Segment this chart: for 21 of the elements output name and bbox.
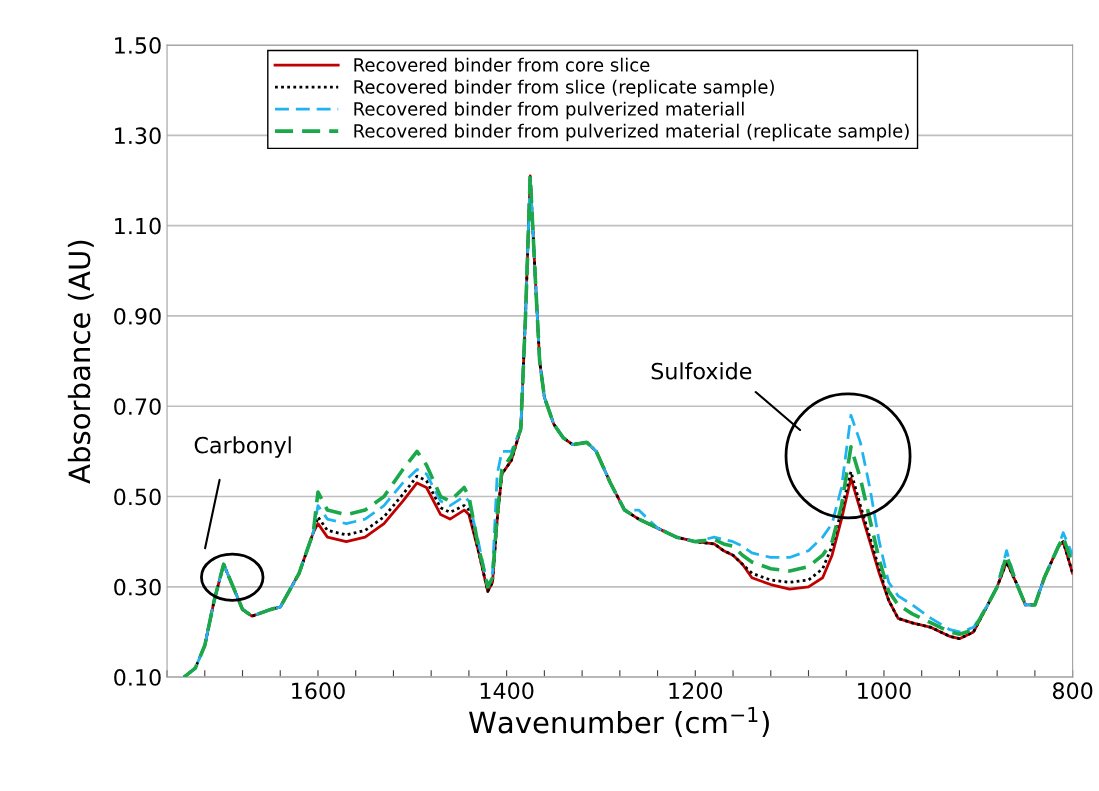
x-tick-label: 1600 (292, 682, 345, 700)
y-tick-label: 1.50 (115, 37, 161, 54)
y-tick-label: 0.90 (114, 307, 161, 325)
annotation: Sulfoxide (651, 362, 752, 380)
x-tick-label: 800 (1052, 682, 1093, 700)
y-tick-label: 1.10 (115, 217, 161, 235)
x-tick-label: 1200 (669, 682, 723, 700)
legend-label: Recovered binder from pulverized materiall (354, 101, 744, 120)
annotation: Carbonyl (194, 436, 291, 458)
legend-label: Recovered binder from core slice (354, 57, 650, 72)
y-tick-label: 0.30 (114, 578, 161, 596)
x-tick-label: 1400 (480, 682, 534, 700)
y-tick-label: 0.50 (114, 488, 161, 506)
legend-label: Recovered binder from slice (replicate sample) (354, 79, 774, 98)
y-tick-label: 1.30 (115, 127, 161, 145)
y-tick-label: 0.10 (114, 669, 161, 686)
legend-label: Recovered binder from pulverized material (replicate sample) (354, 123, 909, 142)
x-axis-title: Wavenumber (cm$^{−1}$) (468, 707, 769, 737)
y-axis-title: Absorbance (AU) (67, 240, 94, 484)
x-tick-label: 1000 (858, 682, 911, 700)
y-tick-label: 0.70 (114, 398, 161, 415)
